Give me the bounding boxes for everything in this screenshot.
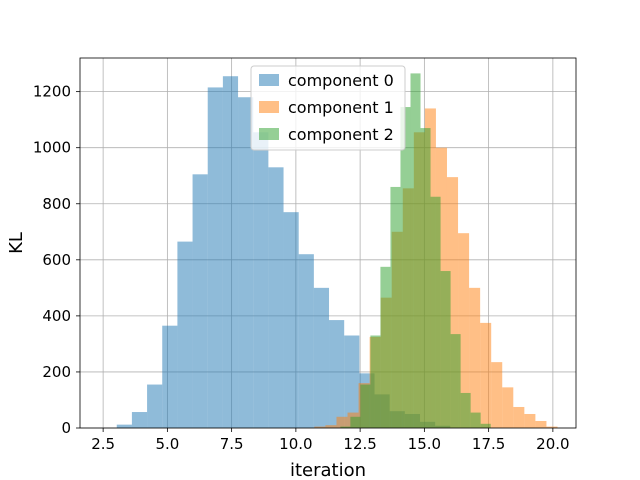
histogram-bar — [469, 287, 481, 428]
y-axis-ticks: 0 200 400 600 800 1000 1200 — [33, 83, 80, 437]
x-tick-label: 10.0 — [279, 435, 312, 453]
histogram-bar — [283, 212, 299, 428]
series-0-bars — [116, 76, 451, 428]
histogram-bar — [440, 271, 451, 428]
plot-frame — [79, 57, 577, 429]
legend-box — [250, 65, 406, 151]
legend-swatch — [259, 128, 279, 140]
histogram-bar — [313, 287, 330, 428]
legend: component 0 component 1 component 2 — [250, 65, 406, 151]
x-tick-label: 15.0 — [408, 435, 441, 453]
y-tick-label: 600 — [42, 251, 71, 269]
x-tick-label: 2.5 — [91, 435, 115, 453]
y-tick-label: 1200 — [33, 83, 71, 101]
histogram-bar — [400, 107, 411, 428]
x-tick-label: 5.0 — [155, 435, 179, 453]
histogram-bar — [390, 186, 401, 428]
histogram-bar — [524, 413, 536, 428]
histogram-bars — [116, 73, 558, 429]
series-2-bars — [340, 73, 491, 429]
histogram-bar — [420, 128, 431, 429]
histogram-bar — [350, 416, 361, 428]
histogram-bar — [329, 320, 345, 428]
histogram-bar — [253, 132, 269, 428]
histogram-bar — [370, 335, 381, 428]
x-tick-label: 17.5 — [472, 435, 505, 453]
x-axis-label: iteration — [290, 460, 366, 480]
histogram-bar — [480, 423, 491, 428]
x-tick-label: 12.5 — [343, 435, 376, 453]
histogram-bar — [502, 387, 514, 428]
histogram-bar — [177, 241, 193, 428]
y-tick-label: 0 — [61, 419, 71, 437]
histogram-bar — [460, 392, 471, 428]
histogram-bar — [116, 424, 132, 428]
histogram-bar — [491, 362, 503, 428]
histogram-bar — [147, 384, 163, 428]
histogram-bar — [207, 87, 223, 428]
y-axis-label: KL — [6, 232, 27, 254]
histogram-bar — [340, 426, 351, 428]
histogram-bar — [162, 325, 178, 428]
x-tick-label: 7.5 — [220, 435, 244, 453]
legend-entry-label: component 1 — [288, 98, 394, 117]
histogram-bar — [450, 334, 461, 428]
histogram-bar — [513, 406, 525, 428]
histogram-bar — [336, 416, 348, 428]
histogram-bar — [298, 254, 314, 428]
histogram-bar — [458, 233, 470, 428]
histogram-bar — [344, 335, 360, 428]
histogram-bar — [314, 426, 326, 428]
legend-entry-label: component 2 — [288, 125, 394, 144]
legend-swatch — [259, 101, 279, 113]
histogram-bar — [480, 322, 492, 428]
x-axis-ticks: 2.5 5.0 7.5 10.0 12.5 15.0 17.5 20.0 — [91, 428, 570, 453]
histogram-bar — [238, 97, 254, 428]
histogram-bar — [222, 76, 239, 428]
x-tick-label: 20.0 — [536, 435, 569, 453]
histogram-bar — [380, 266, 391, 428]
histogram-bar — [546, 426, 558, 428]
legend-swatch — [259, 74, 279, 86]
legend-entry-label: component 0 — [288, 71, 394, 90]
y-tick-label: 400 — [42, 307, 71, 325]
histogram-bar — [360, 384, 371, 428]
y-tick-label: 200 — [42, 363, 71, 381]
histogram-bar — [430, 196, 441, 428]
histogram-bar — [470, 412, 481, 428]
y-tick-label: 800 — [42, 195, 71, 213]
histogram-bar — [446, 177, 459, 428]
histogram-bar — [192, 174, 208, 428]
histogram-bar — [131, 412, 148, 428]
histogram-bar — [268, 167, 284, 428]
histogram-bar — [325, 425, 337, 428]
histogram-bar — [410, 73, 421, 429]
y-tick-label: 1000 — [33, 139, 71, 157]
histogram-bar — [535, 420, 547, 428]
